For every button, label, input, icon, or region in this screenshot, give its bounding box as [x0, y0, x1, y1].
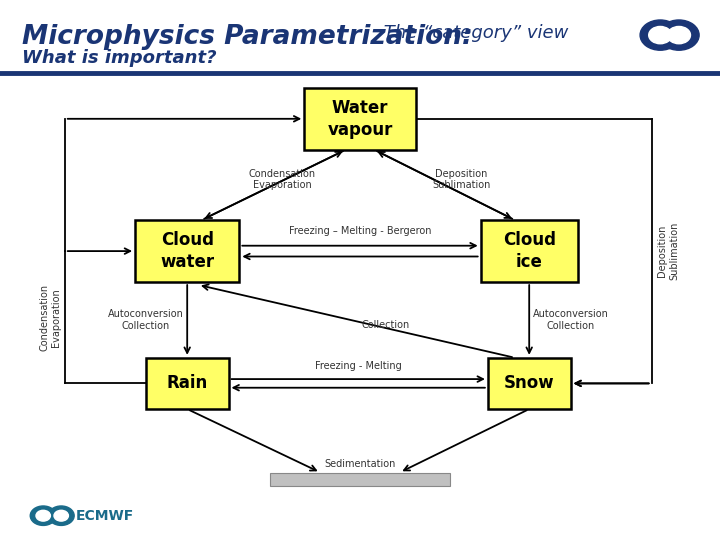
Text: Freezing - Melting: Freezing - Melting [315, 361, 402, 370]
FancyBboxPatch shape [270, 472, 450, 486]
Circle shape [667, 26, 690, 44]
Text: Snow: Snow [504, 374, 554, 393]
FancyBboxPatch shape [304, 87, 416, 150]
FancyBboxPatch shape [135, 220, 239, 282]
Text: Deposition
Sublimation: Deposition Sublimation [432, 168, 490, 190]
Text: Cloud
ice: Cloud ice [503, 231, 556, 271]
Text: Condensation
Evaporation: Condensation Evaporation [248, 168, 315, 190]
Text: Microphysics Parametrization:: Microphysics Parametrization: [22, 24, 472, 50]
FancyBboxPatch shape [488, 357, 571, 409]
Text: Freezing – Melting - Bergeron: Freezing – Melting - Bergeron [289, 226, 431, 235]
Text: Cloud
water: Cloud water [160, 231, 215, 271]
Text: Deposition
Sublimation: Deposition Sublimation [657, 222, 679, 280]
Text: Condensation
Evaporation: Condensation Evaporation [40, 284, 61, 351]
Circle shape [48, 506, 74, 525]
Circle shape [649, 26, 672, 44]
Circle shape [640, 20, 680, 50]
Text: What is important?: What is important? [22, 49, 216, 66]
Circle shape [36, 510, 50, 521]
Circle shape [54, 510, 68, 521]
Text: Autoconversion
Collection: Autoconversion Collection [533, 309, 608, 330]
Circle shape [659, 20, 699, 50]
Text: Water
vapour: Water vapour [328, 99, 392, 139]
FancyBboxPatch shape [481, 220, 577, 282]
Text: ECMWF: ECMWF [76, 509, 134, 523]
Text: Collection: Collection [361, 320, 410, 330]
Text: Rain: Rain [166, 374, 208, 393]
FancyBboxPatch shape [145, 357, 229, 409]
Circle shape [30, 506, 56, 525]
Text: Sedimentation: Sedimentation [324, 459, 396, 469]
Text: The “category” view: The “category” view [378, 24, 568, 42]
Text: Autoconversion
Collection: Autoconversion Collection [108, 309, 184, 330]
